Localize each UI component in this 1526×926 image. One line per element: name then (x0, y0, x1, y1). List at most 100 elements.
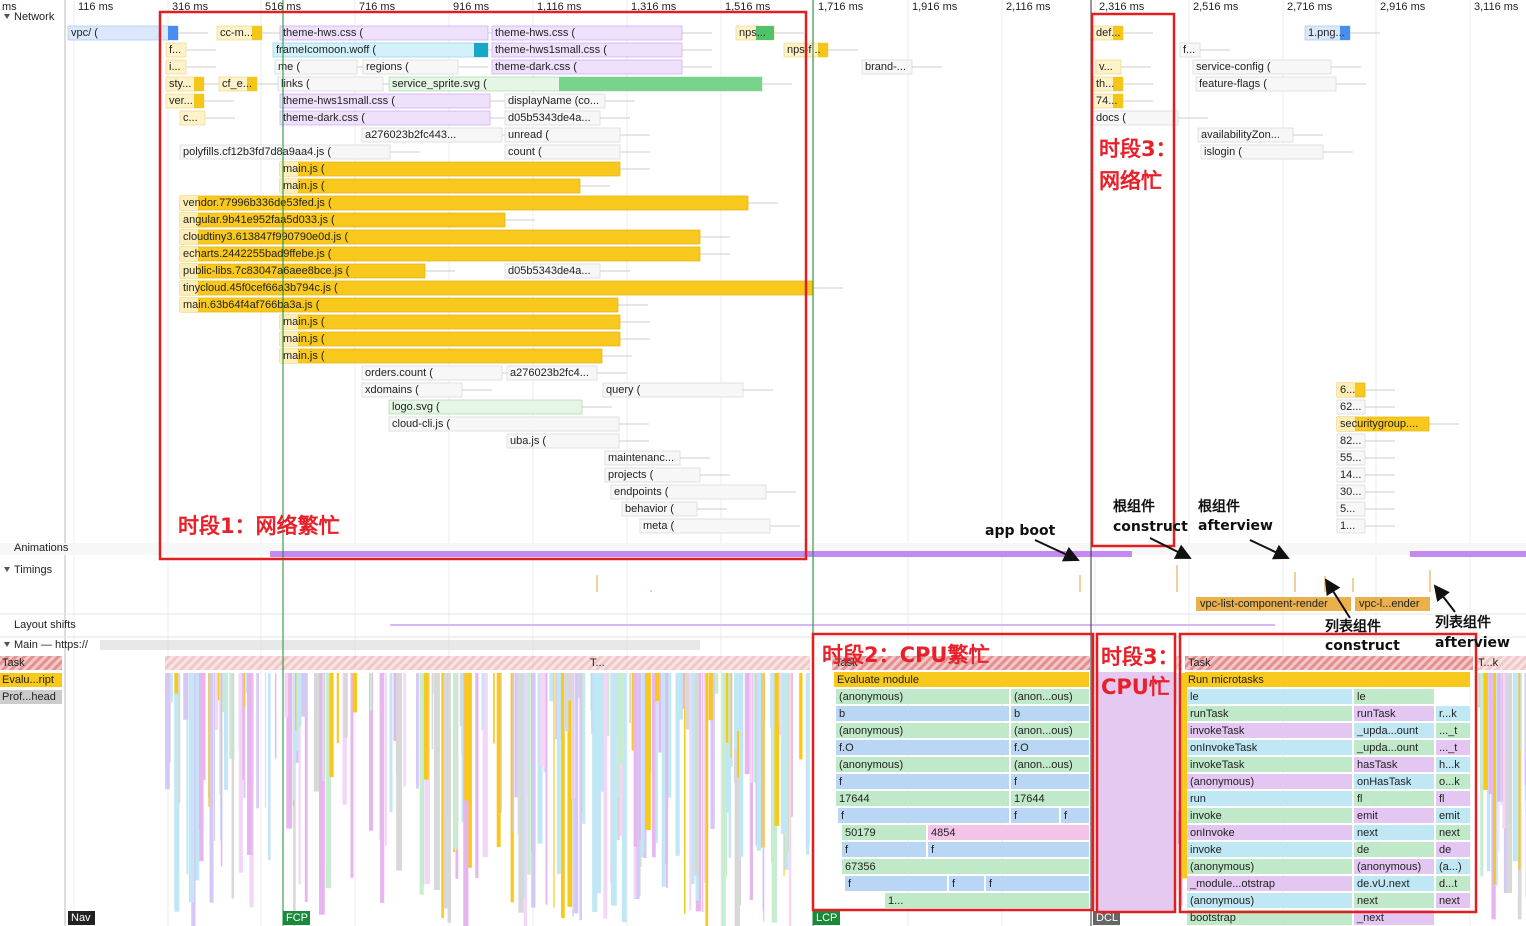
network-request (1336, 518, 1366, 534)
frame-label: (a...) (1439, 861, 1462, 873)
flame-frame (986, 876, 1089, 891)
network-request (179, 110, 206, 126)
flame-stripe (684, 673, 686, 914)
track-label[interactable]: Layout shifts (14, 619, 76, 631)
flame-stripe (770, 673, 775, 729)
network-request (621, 501, 698, 517)
frame-label: le (1190, 691, 1199, 703)
flame-stripe (1480, 673, 1484, 877)
flame-stripe (575, 673, 582, 699)
request-label: main.63b64f4af766ba3a.js ( (183, 299, 320, 311)
flame-frame (1436, 706, 1470, 721)
flame-stripe (640, 673, 644, 857)
frame-label: invokeTask (1190, 759, 1245, 771)
annotation: 时段3： (1099, 137, 1177, 161)
flame-stripe (231, 673, 235, 899)
frame-label: ..._t (1439, 742, 1457, 754)
flame-stripe (1512, 673, 1518, 862)
ruler-label: 1,716 ms (818, 1, 864, 13)
flame-stripe (540, 673, 546, 767)
flame-frame (1011, 689, 1089, 704)
flame-stripe (1506, 673, 1513, 893)
network-request (610, 484, 767, 500)
flame-stripe (1493, 673, 1497, 885)
track-label[interactable]: Timings (14, 564, 53, 576)
track-label[interactable]: Animations (14, 542, 69, 554)
flame-stripe (582, 673, 586, 824)
flame-stripe (567, 673, 573, 907)
marker-label: DCL (1096, 912, 1118, 924)
network-request (1179, 42, 1201, 58)
request-label: echarts.2442255bad9ffebe.js ( (183, 248, 332, 260)
request-label: maintenanc... (608, 452, 674, 464)
request-label: feature-flags ( (1199, 78, 1267, 90)
flame-stripe (214, 673, 216, 842)
flame-frame (885, 893, 1089, 908)
flame-stripe (512, 673, 515, 833)
request-label: main.js ( (283, 316, 325, 328)
request-waiting (180, 213, 198, 227)
frame-label: (anonymous) (839, 759, 903, 771)
track-label[interactable]: Main — https:// (14, 639, 89, 651)
flame-stripe (726, 673, 731, 813)
track-label[interactable]: Network (14, 11, 55, 23)
flame-frame (836, 706, 1009, 721)
flame-stripe (677, 673, 683, 720)
flame-stripe (665, 673, 668, 888)
request-label: tinycloud.45f0cef66a3b794c.js ( (183, 282, 338, 294)
frame-label: onHasTask (1357, 776, 1412, 788)
flame-stripe (174, 673, 180, 912)
flame-frame (836, 723, 1009, 738)
request-waiting (280, 179, 298, 193)
flame-stripe (292, 673, 295, 801)
arrow (1034, 539, 1080, 562)
flame-stripe (778, 673, 780, 725)
request-label: i... (169, 61, 181, 73)
flame-frame (1187, 774, 1352, 789)
note: construct (1325, 638, 1400, 654)
request-label: v... (1099, 61, 1113, 73)
frame-label: _upda...ount (1356, 725, 1418, 737)
task (832, 656, 1090, 670)
frame-label: f (952, 878, 956, 890)
flame-stripe (219, 673, 221, 796)
flame-stripe (380, 673, 385, 903)
flame-stripe (342, 673, 347, 805)
flame-frame (1011, 757, 1089, 772)
request-label: 6... (1340, 384, 1355, 396)
frame-label: de (1357, 844, 1369, 856)
request-label: 1... (1340, 520, 1355, 532)
request-label: count ( (508, 146, 542, 158)
flame-frame (838, 808, 1009, 823)
flame-stripe (329, 673, 334, 778)
network-request (279, 161, 621, 177)
flame-stripe (447, 673, 451, 923)
flame-stripe (652, 673, 656, 858)
frame-label: d...t (1439, 878, 1457, 890)
expand-icon[interactable] (4, 14, 10, 19)
flame-stripe (443, 673, 448, 909)
request-label: frameIcomoon.woff ( (276, 44, 376, 56)
flame-frame (928, 842, 1089, 857)
network-request (491, 25, 683, 41)
flame-frame (1011, 808, 1059, 823)
note: 列表组件 (1435, 614, 1491, 631)
flame-stripe (215, 673, 219, 730)
flame-stripe (238, 673, 241, 751)
request-label: main.js ( (283, 333, 325, 345)
expand-icon[interactable] (4, 567, 10, 572)
request-label: polyfills.cf12b3fd7d8a9aa4.js ( (183, 146, 331, 158)
expand-icon[interactable] (4, 642, 10, 647)
flame-frame (1354, 842, 1434, 857)
flame-stripe (464, 673, 471, 801)
highlight-box (811, 632, 1095, 912)
network-request (1336, 399, 1366, 415)
request-waiting (280, 349, 298, 363)
flame-stripe (368, 673, 373, 831)
network-request (362, 59, 459, 75)
request-label: f... (169, 44, 181, 56)
flame-stripe (1518, 673, 1521, 870)
request-label: islogin ( (1204, 146, 1242, 158)
flame-stripe (714, 673, 719, 694)
request-download (1113, 26, 1123, 40)
